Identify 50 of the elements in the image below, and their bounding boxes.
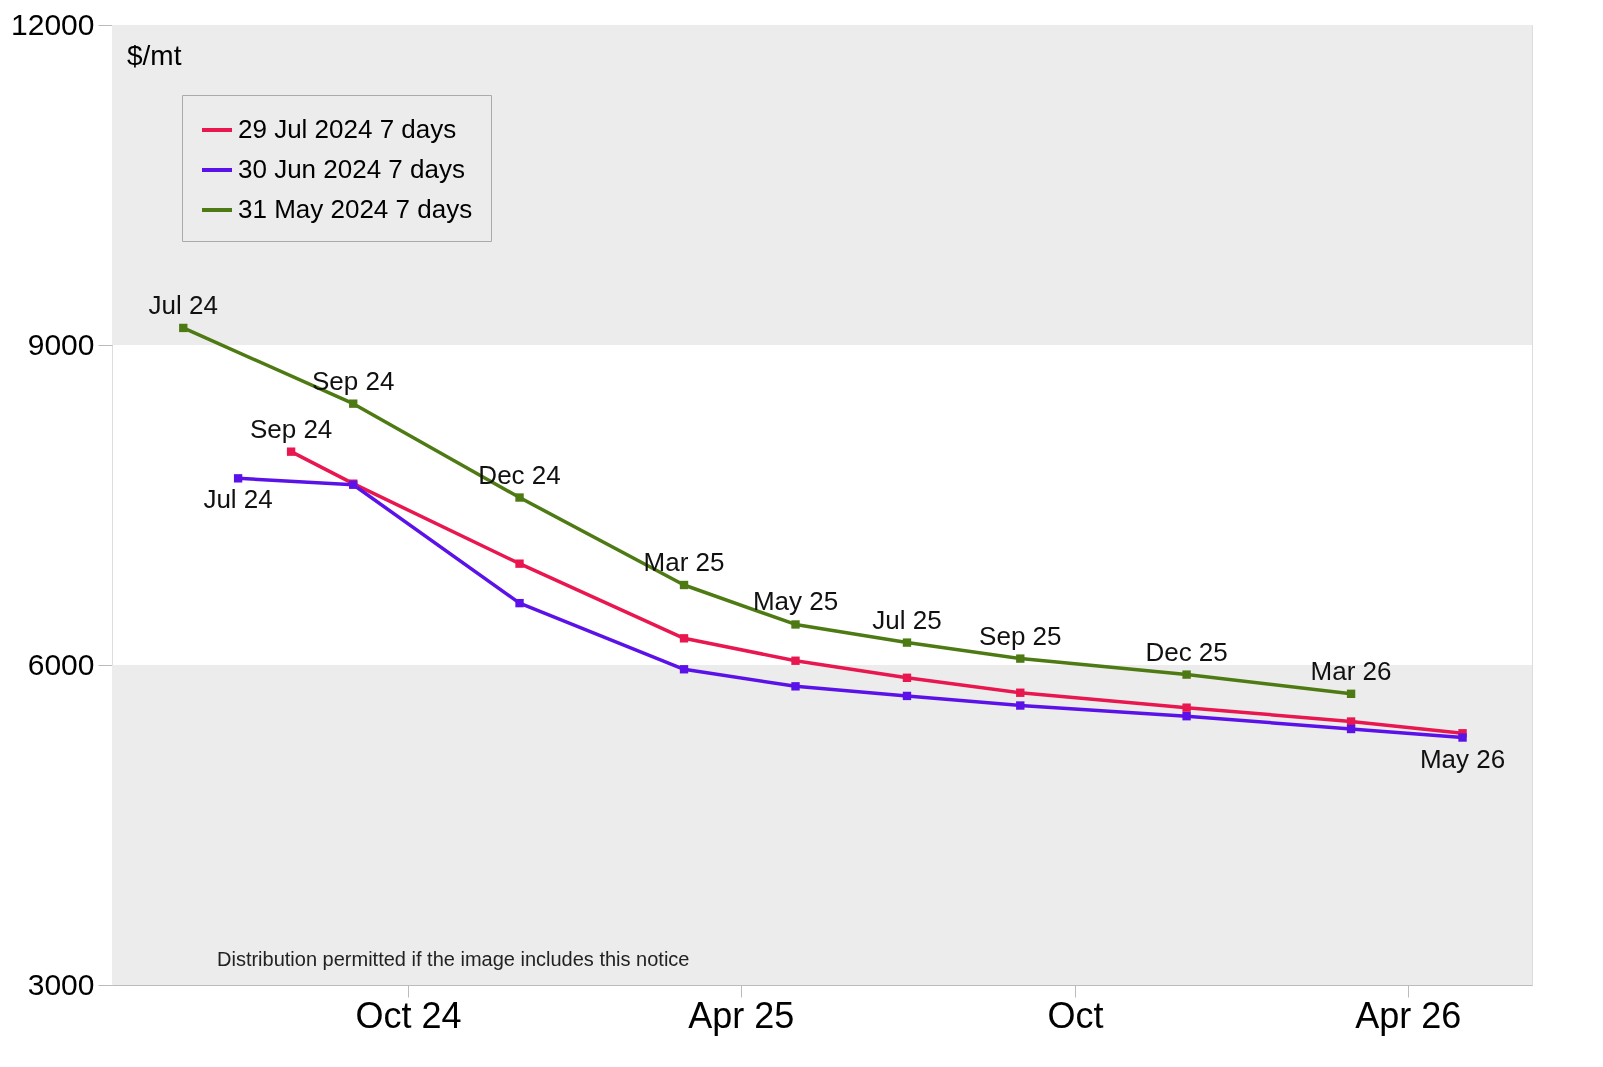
- annotation: Mar 25: [643, 547, 725, 577]
- point: [1016, 701, 1025, 710]
- annotation: Sep 25: [979, 620, 1062, 651]
- x-tick-label: Oct 24: [355, 994, 462, 1036]
- point: [679, 634, 689, 643]
- point: [902, 673, 912, 682]
- legend-label: 29 Jul 2024 7 days: [238, 114, 457, 144]
- annotation: May 26: [1419, 743, 1506, 774]
- point: [349, 399, 358, 408]
- x-tick-label: Apr 25: [688, 994, 795, 1036]
- point: [1182, 712, 1191, 721]
- legend-label: 30 Jun 2024 7 days: [238, 154, 465, 184]
- legend-label: 31 May 2024 7 days: [238, 194, 473, 224]
- annotation: Sep 24: [249, 413, 333, 444]
- y-tick-label: 12000: [11, 7, 95, 41]
- point: [515, 559, 524, 568]
- point: [515, 598, 524, 608]
- y-tick-label: 6000: [27, 647, 95, 681]
- point: [1016, 654, 1025, 663]
- x-tick-label: Oct: [1047, 994, 1104, 1036]
- point: [1346, 724, 1356, 734]
- point: [791, 656, 800, 665]
- annotation: May 25: [752, 586, 839, 617]
- annotation: Jul 24: [148, 289, 218, 320]
- point: [233, 474, 243, 483]
- point: [902, 638, 912, 647]
- annotation: Dec 25: [1145, 636, 1228, 667]
- point: [515, 493, 524, 502]
- point: [679, 665, 689, 674]
- point: [179, 323, 188, 333]
- y-axis-title: $/mt: [127, 40, 182, 71]
- annotation: Mar 26: [1310, 655, 1392, 686]
- point: [791, 620, 800, 629]
- point: [1458, 733, 1467, 742]
- annotation: Jul 24: [203, 484, 273, 515]
- y-tick-label: 3000: [27, 967, 95, 1001]
- annotation: Sep 24: [312, 365, 395, 396]
- point: [791, 682, 800, 691]
- point: [286, 447, 296, 456]
- x-tick-label: Apr 26: [1355, 994, 1462, 1036]
- point: [679, 580, 689, 590]
- point: [1182, 670, 1191, 679]
- y-tick-label: 9000: [27, 327, 95, 361]
- annotation: Dec 24: [478, 459, 561, 490]
- annotation: Distribution permitted if the image includes this notice: [217, 948, 690, 970]
- point: [1346, 689, 1356, 698]
- point: [902, 691, 912, 701]
- point: [1016, 688, 1025, 697]
- point: [1182, 703, 1191, 712]
- annotation: Jul 25: [872, 604, 942, 635]
